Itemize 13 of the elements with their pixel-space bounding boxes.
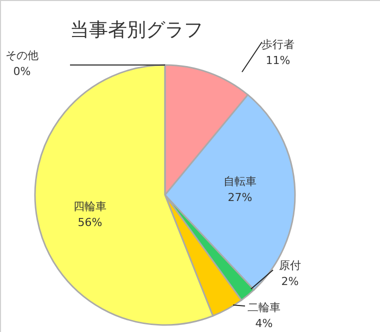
data-label: 2%	[281, 275, 299, 288]
slice-label: 自転車	[224, 175, 256, 188]
slice-label: 二輪車	[248, 301, 280, 314]
slice-label: 歩行者	[262, 38, 294, 51]
chart-title: 当事者別グラフ	[70, 19, 203, 41]
text: 0%	[13, 65, 31, 78]
data-label: 11%	[266, 54, 290, 67]
slice-label: 四輪車	[74, 200, 106, 213]
data-label: 56%	[78, 216, 102, 229]
category-label: その他	[6, 49, 38, 62]
slice-label: 原付	[279, 259, 301, 272]
data-label: 27%	[228, 191, 252, 204]
data-label: 4%	[255, 317, 273, 330]
